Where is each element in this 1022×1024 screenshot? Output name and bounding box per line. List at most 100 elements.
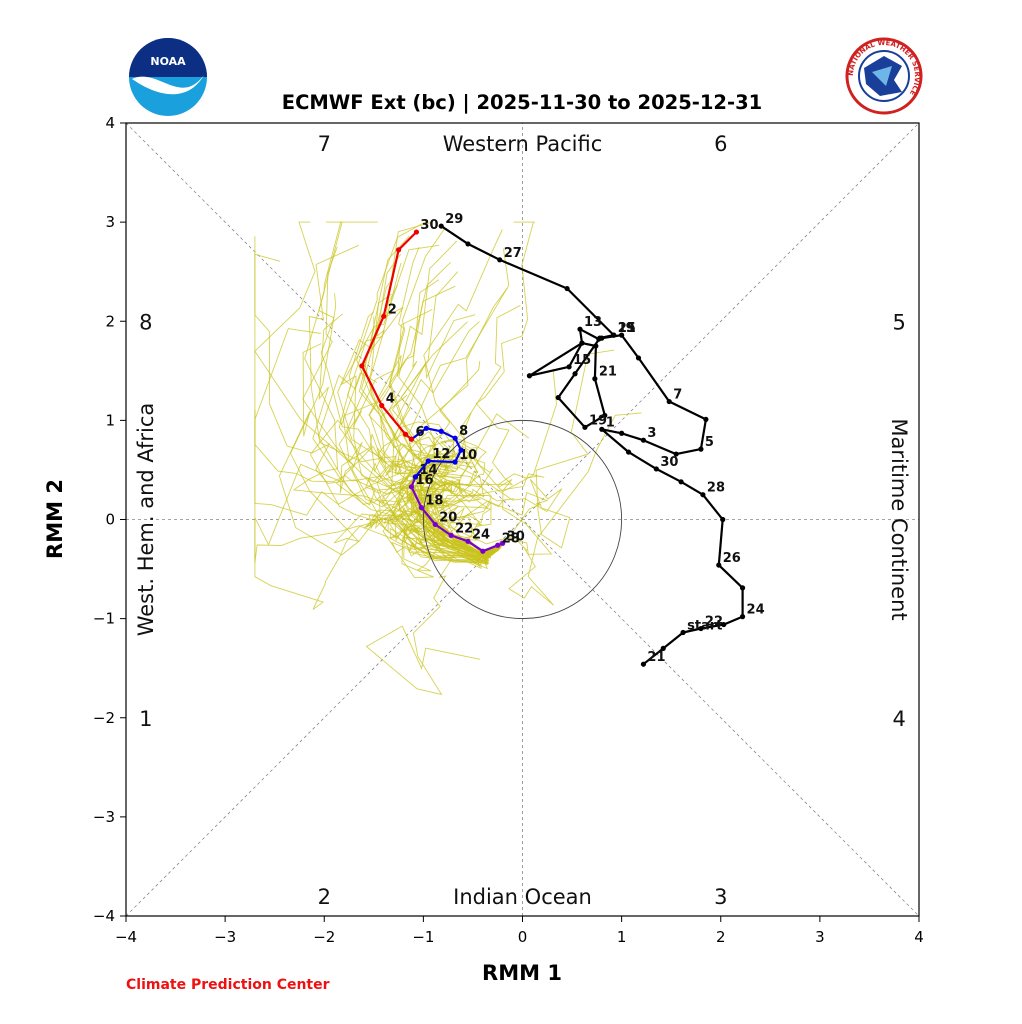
observed-track-point	[572, 371, 577, 376]
forecast-segment-0-day-label: 22	[455, 521, 473, 536]
observed-track-point	[497, 257, 502, 262]
observed-track-point	[527, 373, 532, 378]
observed-track-point	[626, 449, 631, 454]
x-tick-label: 2	[716, 928, 726, 946]
observed-track-point	[740, 585, 745, 590]
forecast-segment-1-point	[439, 429, 444, 434]
phase-number: 2	[318, 885, 331, 909]
observed-track-day-label: 24	[747, 603, 765, 618]
x-tick-label: −1	[412, 928, 434, 946]
x-tick-label: 0	[518, 928, 528, 946]
observed-track-day-label: 3	[647, 426, 656, 441]
observed-track-day-label: 21	[647, 650, 665, 665]
forecast-segment-0-point	[465, 539, 470, 544]
nws-logo: NATIONAL WEATHER SERVICE	[847, 39, 921, 113]
forecast-segment-2-point	[381, 314, 386, 319]
observed-track-point	[619, 431, 624, 436]
observed-track-day-label: 28	[707, 481, 725, 496]
observed-track-point	[579, 340, 584, 345]
observed-track-point	[566, 364, 571, 369]
ensemble-line	[255, 222, 503, 563]
region-label-top: Western Pacific	[443, 132, 603, 156]
forecast-segment-2-point	[409, 437, 414, 442]
observed-track-point	[641, 438, 646, 443]
forecast-segment-0-point	[449, 533, 454, 538]
observed-track-point	[674, 451, 679, 456]
noaa-logo: NOAA	[129, 38, 207, 116]
observed-track-day-label: 13	[584, 315, 602, 330]
y-tick-label: 3	[105, 213, 115, 231]
y-tick-label: −4	[93, 907, 115, 925]
observed-track-point	[679, 479, 684, 484]
forecast-segment-0-day-label: 24	[472, 527, 490, 542]
observed-track-line	[441, 226, 742, 664]
observed-track-point	[680, 630, 685, 635]
forecast-segment-0-point	[433, 522, 438, 527]
observed-track-point	[720, 517, 725, 522]
chart-title: ECMWF Ext (bc) | 2025-11-30 to 2025-12-3…	[282, 91, 762, 114]
observed-track-day-label: 21	[599, 365, 617, 380]
y-tick-label: 4	[105, 114, 115, 132]
observed-track-point	[716, 562, 721, 567]
observed-track-point	[661, 646, 666, 651]
forecast-segment-2-point	[359, 363, 364, 368]
x-tick-label: −4	[115, 928, 137, 946]
y-axis-label: RMM 2	[43, 479, 67, 559]
observed-track-day-label: 19	[589, 413, 607, 428]
forecast-segment-2-day-label: 30	[420, 218, 438, 233]
forecast-segment-0-day-label: 18	[425, 494, 443, 509]
x-tick-label: −2	[313, 928, 335, 946]
forecast-segment-0-point	[495, 543, 500, 548]
observed-track-point	[636, 355, 641, 360]
observed-track-day-label: 7	[673, 388, 682, 403]
x-tick-label: −3	[214, 928, 236, 946]
observed-track-point	[582, 425, 587, 430]
observed-track-point	[721, 622, 726, 627]
phase-number: 7	[318, 132, 331, 156]
y-tick-label: 1	[105, 411, 115, 429]
region-label-bottom: Indian Ocean	[453, 885, 592, 909]
observed-track-point	[698, 447, 703, 452]
forecast-segment-0-point	[409, 484, 414, 489]
forecast-segment-2-point	[379, 403, 384, 408]
forecast-segment-2-point	[396, 247, 401, 252]
observed-track-point	[439, 223, 444, 228]
forecast-segment-1-point	[426, 458, 431, 463]
observed-track-point	[577, 327, 582, 332]
noaa-logo-text: NOAA	[150, 55, 186, 68]
observed-track-point	[641, 662, 646, 667]
observed-track-point	[698, 626, 703, 631]
ensemble-line	[255, 464, 503, 609]
forecast-segment-0-day-label: 20	[439, 510, 457, 525]
observed-track-day-label: 1	[606, 415, 615, 430]
observed-track-point	[556, 395, 561, 400]
observed-track-day-label: 26	[723, 551, 741, 566]
forecast-segment-1-point	[452, 459, 457, 464]
forecast-segment-0-point	[480, 549, 485, 554]
x-tick-label: 3	[815, 928, 825, 946]
observed-track-point	[703, 417, 708, 422]
x-tick-label: 1	[617, 928, 627, 946]
observed-track-point	[667, 399, 672, 404]
observed-track-day-label: 25	[618, 321, 636, 336]
forecast-segment-2-day-label: 4	[386, 392, 395, 407]
forecast-segment-1-point	[413, 474, 418, 479]
y-tick-label: −3	[93, 808, 115, 826]
observed-track-point	[593, 343, 598, 348]
observed-track-point	[611, 333, 616, 338]
observed-track-day-label: 27	[504, 246, 522, 261]
footer-credit: Climate Prediction Center	[126, 977, 330, 993]
plot-area: −4 −3 −2 −1 0 1 2 3 4−4−3−2−10123412 345678Wester…	[93, 114, 924, 946]
y-tick-label: −2	[93, 709, 115, 727]
phase-number: 8	[139, 310, 152, 334]
forecast-segment-0-day-label: 14	[419, 463, 437, 478]
y-tick-label: 2	[105, 312, 115, 330]
observed-track-point	[565, 286, 570, 291]
forecast-segment-1-point	[458, 448, 463, 453]
phase-number: 6	[714, 132, 727, 156]
observed-track-day-label: 30	[660, 455, 678, 470]
forecast-segment-1-day-label: 8	[459, 424, 468, 439]
phase-number: 1	[139, 707, 152, 731]
forecast-segment-2-day-label: 2	[388, 302, 397, 317]
observed-track-point	[592, 376, 597, 381]
